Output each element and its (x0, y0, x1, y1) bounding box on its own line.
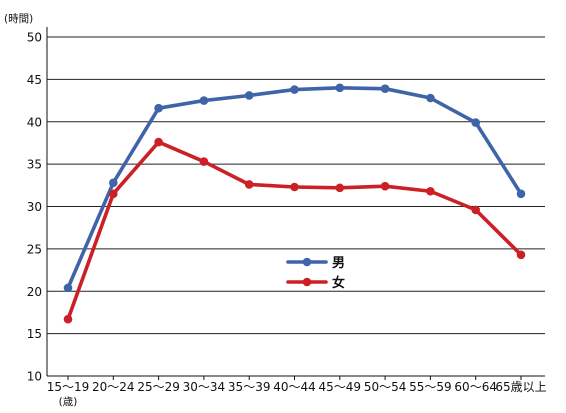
y-tick-label: 30 (27, 200, 42, 214)
series-group (63, 137, 526, 324)
y-tick-labels: 10 15 20 25 30 35 40 45 50 (27, 31, 42, 384)
legend-item: 男 (286, 256, 345, 271)
x-tick-label: 45〜49 (319, 380, 362, 394)
y-tick-label: 50 (27, 31, 42, 45)
axes (46, 27, 545, 377)
data-point (426, 186, 435, 196)
data-point (471, 118, 481, 127)
data-point (516, 250, 526, 260)
x-axis-unit-label: (歳) (59, 396, 78, 408)
x-tick-labels: 15〜19 20〜24 25〜29 30〜34 35〜39 40〜44 45〜49 50〜54… (47, 376, 547, 394)
data-point (380, 84, 390, 93)
data-point (335, 83, 345, 93)
data-point (380, 181, 390, 191)
data-point (63, 283, 73, 293)
data-point (109, 189, 118, 199)
x-tick-label: 55〜59 (409, 380, 452, 394)
y-tick-label: 10 (27, 370, 42, 384)
data-point (154, 137, 163, 147)
y-tick-label: 15 (27, 327, 42, 341)
data-point (335, 183, 345, 193)
data-point (516, 189, 526, 199)
x-tick-label: 35〜39 (228, 380, 271, 394)
data-point (471, 205, 481, 215)
y-tick-label: 40 (27, 115, 42, 129)
data-point (109, 178, 118, 188)
legend-swatch-marker (302, 257, 312, 267)
data-point (199, 96, 209, 105)
grid-lines (47, 36, 545, 335)
x-tick-label: 40〜44 (273, 380, 316, 394)
legend-item: 女 (286, 275, 345, 291)
x-tick-label: 65歳以上 (495, 380, 546, 394)
data-point (426, 93, 435, 103)
x-tick-label: 50〜54 (364, 380, 407, 394)
data-point (244, 180, 254, 189)
data-point (199, 157, 209, 166)
data-point (290, 182, 299, 192)
series-line (66, 140, 523, 322)
x-tick-label: 20〜24 (92, 380, 135, 394)
y-tick-label: 20 (27, 285, 42, 299)
data-point (290, 85, 299, 94)
x-tick-label: 25〜29 (137, 380, 180, 394)
data-point (154, 103, 163, 113)
y-tick-label: 45 (27, 73, 42, 87)
y-axis-unit-label: (時間) (4, 13, 33, 25)
legend: 男女 (286, 256, 345, 291)
series-group (63, 83, 526, 293)
y-tick-label: 35 (27, 158, 42, 172)
legend-swatch-marker (302, 277, 312, 287)
data-point (63, 314, 73, 324)
x-tick-label: 30〜34 (183, 380, 226, 394)
x-tick-label: 15〜19 (47, 380, 90, 394)
series (63, 83, 526, 324)
data-point (244, 91, 254, 100)
legend-label: 男 (332, 256, 345, 271)
legend-label: 女 (332, 275, 345, 291)
y-tick-label: 25 (27, 242, 42, 256)
x-tick-label: 60〜64 (454, 380, 497, 394)
